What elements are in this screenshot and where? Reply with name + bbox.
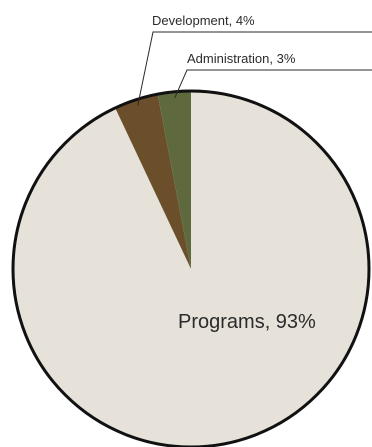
pie-slices (12, 91, 370, 447)
slice-label-administration: Administration, 3% (187, 51, 296, 66)
pie-slice-development (115, 94, 191, 270)
leader-line-administration (174, 69, 372, 99)
pie-slice-administration (157, 91, 191, 269)
leader-line-development (137, 31, 372, 106)
pie-slice-programs (12, 91, 370, 447)
slice-label-programs: Programs, 93% (178, 311, 316, 333)
slice-label-development: Development, 4% (152, 13, 255, 28)
pie-outline (11, 89, 371, 447)
